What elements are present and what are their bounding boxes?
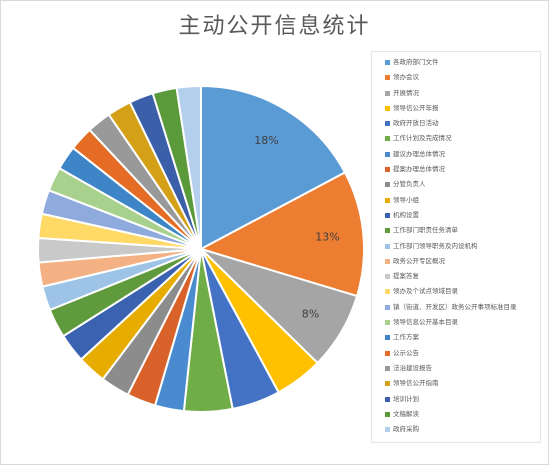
legend-item: 法治建设报告 — [372, 361, 540, 376]
legend-swatch — [385, 243, 390, 249]
legend-label: 领办会议 — [393, 73, 419, 82]
legend-label: 公示公告 — [393, 348, 419, 357]
legend-label: 领导信公开年报 — [393, 103, 439, 112]
pie-slice — [198, 171, 365, 298]
legend-swatch — [385, 151, 390, 157]
legend-item: 提案答复 — [372, 269, 540, 284]
legend-swatch — [385, 121, 390, 127]
legend-label: 培训计划 — [393, 394, 419, 403]
legend-label: 政府采购 — [393, 425, 419, 434]
legend-label: 机构设置 — [393, 210, 419, 219]
legend-swatch — [385, 75, 390, 81]
legend-swatch — [385, 258, 390, 264]
legend-item: 领办及个试点领域目录 — [372, 284, 540, 299]
legend-swatch — [385, 197, 390, 203]
legend-swatch — [385, 289, 390, 295]
legend-item: 文稿解读 — [372, 407, 540, 422]
legend-swatch — [385, 212, 390, 218]
legend-label: 领导信公开指南 — [393, 379, 439, 388]
legend-label: 政府开放日活动 — [393, 119, 439, 128]
legend-item: 工作部门领导职务及内设机构 — [372, 239, 540, 254]
legend-item: 工作方案 — [372, 330, 540, 345]
legend-item: 培训计划 — [372, 392, 540, 407]
legend-swatch — [385, 167, 390, 173]
legend-label: 工作部门领导职务及内设机构 — [393, 241, 478, 250]
legend-swatch — [385, 320, 390, 326]
slice-data-label: 13% — [315, 231, 339, 244]
legend-item: 领导信息公开基本目录 — [372, 315, 540, 330]
legend-swatch — [385, 381, 390, 387]
legend-item: 各政府部门文件 — [372, 55, 540, 70]
legend-item: 工作计划及完成情况 — [372, 131, 540, 146]
legend-label: 开展情况 — [393, 88, 419, 97]
chart-title: 主动公开信息统计 — [178, 14, 371, 39]
legend-item: 领导信公开年报 — [372, 101, 540, 116]
slice-data-label: 18% — [254, 134, 278, 147]
legend-item: 政务公开专区概况 — [372, 254, 540, 269]
legend-item: 分管负责人 — [372, 177, 540, 192]
legend-label: 文稿解读 — [393, 409, 419, 418]
legend-item: 政府开放日活动 — [372, 116, 540, 131]
legend-item: 工作部门职责任务清单 — [372, 223, 540, 238]
legend-label: 镇（街道、开发区）政务公开事项标准目录 — [393, 302, 517, 311]
legend-item: 领导信公开指南 — [372, 376, 540, 391]
legend-item: 领导小组 — [372, 193, 540, 208]
legend-label: 政务公开专区概况 — [393, 256, 445, 265]
legend-swatch — [385, 136, 390, 142]
legend-swatch — [385, 274, 390, 280]
legend-swatch — [385, 350, 390, 356]
legend-label: 提案答复 — [393, 272, 419, 281]
legend-swatch — [385, 105, 390, 111]
legend-label: 分管负责人 — [393, 180, 426, 189]
legend-swatch — [385, 60, 390, 65]
legend-label: 各政府部门文件 — [393, 58, 439, 66]
legend-label: 领办及个试点领域目录 — [393, 287, 458, 296]
legend-swatch — [385, 411, 390, 417]
legend-swatch — [385, 396, 390, 402]
legend-label: 领导小组 — [393, 195, 419, 204]
legend-item: 建议办理总体情况 — [372, 147, 540, 162]
legend-item: 镇（街道、开发区）政务公开事项标准目录 — [372, 300, 540, 315]
chart-legend: 各政府部门文件 领办会议开展情况领导信公开年报 政府开放日活动工作计划及完成情况 建议… — [371, 51, 541, 443]
slice-data-label: 8% — [302, 308, 319, 321]
pie-slice — [200, 84, 347, 251]
legend-item: 提案办理总体情况 — [372, 162, 540, 177]
legend-item: 机构设置 — [372, 208, 540, 223]
legend-item: 公示公告 — [372, 346, 540, 361]
legend-swatch — [385, 90, 390, 96]
legend-item: 政府采购 — [372, 422, 540, 437]
legend-swatch — [385, 335, 390, 341]
legend-label: 建议办理总体情况 — [393, 149, 445, 158]
legend-label: 工作部门职责任务清单 — [393, 226, 458, 235]
legend-swatch — [385, 304, 390, 310]
legend-swatch — [385, 365, 390, 371]
legend-swatch — [385, 182, 390, 188]
legend-swatch — [385, 427, 390, 433]
legend-label: 法治建设报告 — [393, 363, 432, 372]
legend-swatch — [385, 228, 390, 234]
legend-item: 领办会议 — [372, 70, 540, 85]
legend-label: 提案办理总体情况 — [393, 165, 445, 174]
legend-item: 开展情况 — [372, 86, 540, 101]
pie-slice — [175, 84, 202, 250]
legend-label: 领导信息公开基本目录 — [393, 318, 458, 327]
legend-label: 工作方案 — [393, 333, 419, 342]
legend-label: 工作计划及完成情况 — [393, 134, 452, 143]
